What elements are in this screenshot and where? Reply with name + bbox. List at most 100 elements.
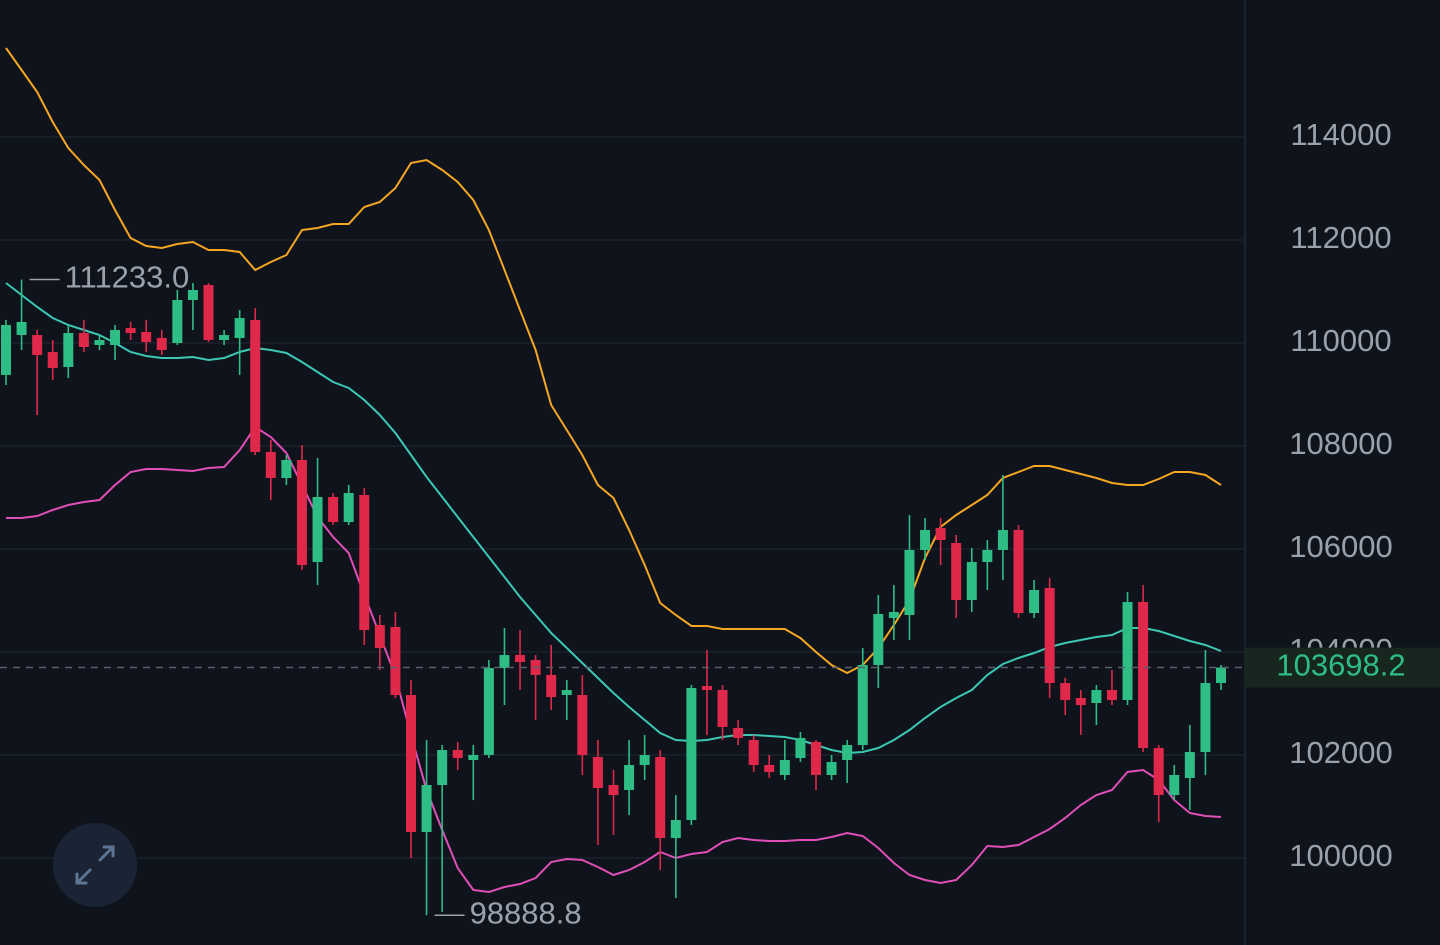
y-tick-label: 108000	[1289, 426, 1392, 461]
band-line	[5, 282, 1222, 755]
candle-body	[811, 741, 821, 775]
candle-body	[328, 496, 339, 523]
candle-body	[125, 328, 136, 334]
candle-body	[857, 664, 868, 746]
y-tick-label: 114000	[1290, 117, 1391, 152]
candle-body	[624, 765, 635, 790]
candle-body	[592, 757, 603, 789]
candle-body	[686, 688, 697, 821]
candle-body	[1091, 690, 1102, 703]
candle-body	[920, 530, 931, 550]
last-price-box	[1245, 647, 1440, 688]
candle-body	[1138, 602, 1149, 749]
candle-body	[842, 745, 853, 761]
candle-body	[1, 325, 11, 375]
candle-body	[452, 750, 463, 758]
candle-body	[437, 750, 448, 785]
candle-body	[670, 820, 681, 839]
labels: 111233.0 98888.8 103698.2	[0, 260, 1440, 930]
candle-body	[1169, 774, 1180, 796]
candle-body	[951, 542, 962, 600]
candle-body	[281, 460, 292, 478]
candle-body	[748, 740, 759, 766]
candle-body	[826, 762, 837, 775]
candle-body	[733, 728, 744, 738]
y-tick-label: 112000	[1290, 220, 1391, 255]
candle-body	[1200, 683, 1211, 753]
candle-body	[795, 737, 806, 758]
candle-body	[219, 335, 230, 341]
candle-body	[608, 784, 619, 796]
candle-body	[250, 319, 261, 452]
candle-body	[904, 549, 915, 615]
candle-body	[483, 668, 494, 756]
candle-body	[141, 331, 152, 343]
candle-body	[359, 494, 370, 631]
expand-button-bg[interactable]	[53, 823, 137, 907]
band-line	[6, 425, 1222, 894]
bands	[5, 47, 1222, 894]
candle-body	[499, 654, 510, 669]
candle-body	[47, 352, 58, 368]
candle-body	[779, 760, 790, 775]
candle-body	[172, 299, 183, 343]
high-label: 111233.0	[65, 260, 190, 295]
candle-body	[1184, 752, 1195, 778]
candle-body	[32, 335, 43, 355]
candle-body	[997, 530, 1008, 550]
candle-body	[1075, 697, 1086, 706]
candle-body	[390, 626, 401, 696]
candle-body	[156, 338, 167, 351]
candle-body	[1153, 748, 1164, 796]
candle-body	[203, 285, 214, 341]
candle-body	[873, 614, 884, 665]
candle-body	[296, 460, 307, 566]
candle-body	[421, 784, 432, 833]
candle-body	[94, 340, 105, 346]
candle-body	[515, 654, 526, 662]
y-tick-label: 102000	[1289, 735, 1392, 770]
candle-body	[1013, 530, 1024, 614]
expand-button[interactable]	[53, 823, 137, 907]
candle-body	[406, 695, 416, 833]
candle-body	[1122, 602, 1133, 701]
candle-body	[546, 674, 557, 698]
candle-body	[1216, 667, 1226, 684]
y-tick-label: 110000	[1290, 323, 1391, 358]
candle-body	[16, 321, 27, 336]
candle-body	[935, 527, 946, 540]
candle-body	[966, 561, 977, 600]
candle-body	[1029, 590, 1040, 614]
candle-body	[110, 330, 121, 346]
candle-body	[701, 685, 712, 691]
candle-body	[312, 496, 323, 562]
candle-body	[78, 333, 89, 348]
expand-icon[interactable]	[75, 845, 115, 885]
candle-body	[982, 549, 993, 562]
candle-body	[1044, 587, 1055, 684]
candle-body	[639, 755, 650, 766]
candle-body	[561, 690, 572, 696]
candle-body	[717, 690, 728, 727]
candle-body	[343, 493, 354, 523]
band-line	[5, 47, 1222, 675]
candle-body	[888, 611, 899, 619]
candles	[1, 279, 1226, 916]
candle-body	[468, 755, 479, 761]
candle-body	[265, 451, 276, 478]
last-price-label: 103698.2	[1276, 648, 1405, 683]
candle-body	[1060, 683, 1071, 701]
candle-body	[764, 765, 775, 773]
candle-body	[1106, 690, 1117, 701]
candle-body	[234, 318, 245, 339]
candle-body	[374, 625, 385, 648]
y-tick-label: 106000	[1289, 529, 1392, 564]
y-tick-label: 100000	[1289, 838, 1392, 873]
candle-body	[63, 333, 74, 367]
candle-body	[655, 757, 666, 839]
candle-body	[187, 290, 198, 300]
low-label: 98888.8	[470, 895, 582, 930]
